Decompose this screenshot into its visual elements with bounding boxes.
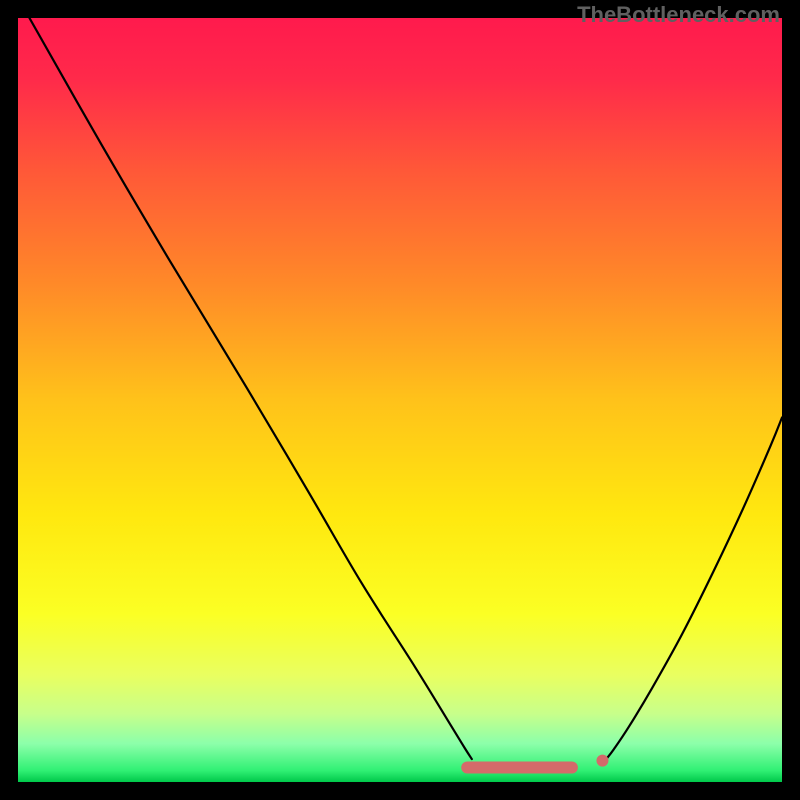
chart-container: TheBottleneck.com	[0, 0, 800, 800]
chart-svg	[18, 18, 782, 782]
watermark-text: TheBottleneck.com	[577, 2, 780, 28]
bottleneck-marker-dot	[596, 755, 608, 767]
curve-right-ascending	[606, 418, 782, 760]
plot-area	[18, 18, 782, 782]
curve-left-descending	[29, 18, 471, 759]
